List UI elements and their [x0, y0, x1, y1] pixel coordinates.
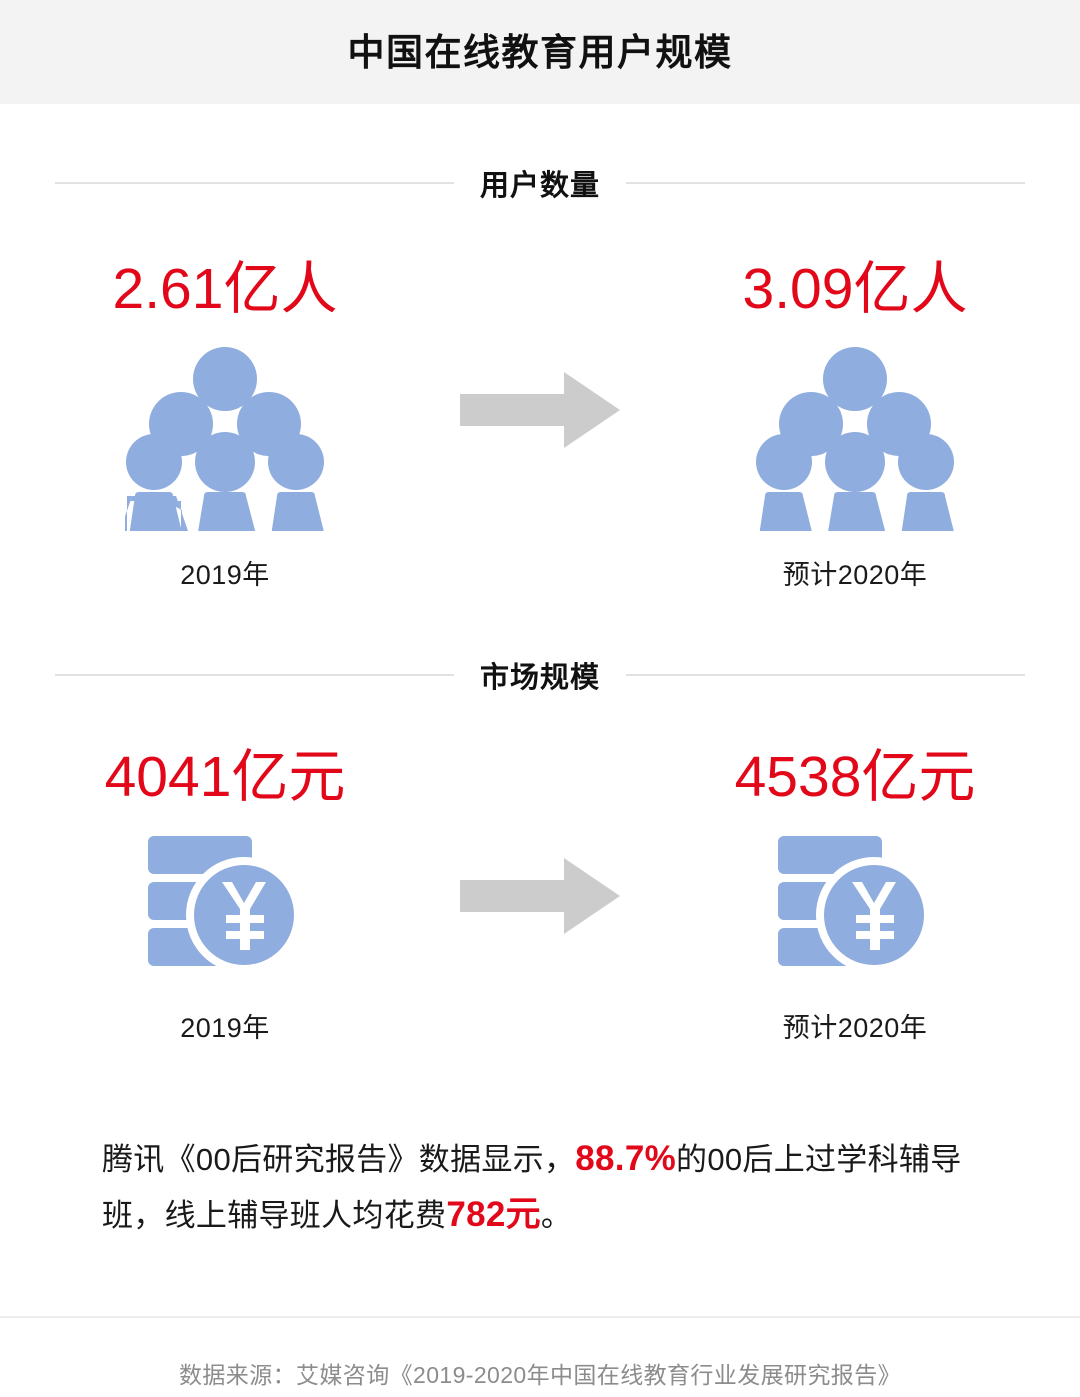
spacer-mid — [0, 592, 1080, 654]
section-rule-left — [55, 673, 454, 676]
section-label-market: 市场规模 — [480, 661, 601, 694]
header-band: 中国在线教育用户规模 — [0, 0, 1080, 104]
money-coins-yuan-icon — [148, 835, 302, 973]
people-group-icon — [756, 346, 954, 531]
section-header-users: 用户数量 — [0, 162, 1080, 204]
spacer-top — [0, 104, 1080, 162]
footer-divider — [0, 1316, 1080, 1319]
market-2019-year: 2019年 — [180, 1012, 270, 1043]
page-title: 中国在线教育用户规模 — [347, 31, 733, 73]
spacer-note — [0, 1045, 1080, 1131]
note-part-3: 。 — [540, 1198, 573, 1234]
money-coins-yuan-icon — [778, 835, 932, 973]
section-rule-left — [55, 182, 454, 184]
users-2020-year: 预计2020年 — [782, 559, 928, 590]
note-paragraph-wrap: 腾讯《00后研究报告》数据显示，88.7%的00后上过学科辅导班，线上辅导班人均… — [0, 1131, 1080, 1244]
users-2019-year: 2019年 — [180, 559, 270, 590]
note-part-2: 的00后上过学科辅导班，线上辅导班人均花费 — [102, 1141, 962, 1234]
spacer-market-top — [0, 696, 1080, 748]
data-source-text: 数据来源：艾媒咨询《2019-2020年中国在线教育行业发展研究报告》 — [179, 1362, 901, 1389]
market-2020-year: 预计2020年 — [782, 1012, 928, 1043]
note-highlight-amount: 782元 — [446, 1195, 541, 1235]
note-part-1: 腾讯《00后研究报告》数据显示， — [102, 1141, 576, 1177]
comparison-market: 4041亿元 2019年 — [0, 744, 1080, 1045]
arrow-right-icon — [460, 857, 620, 934]
note-highlight-percent: 88.7% — [575, 1138, 677, 1178]
section-rule-right — [626, 182, 1026, 184]
market-2019-value: 4041亿元 — [104, 744, 346, 809]
market-2020-value: 4538亿元 — [734, 744, 976, 809]
arrow-right-icon — [460, 372, 620, 448]
users-2020-column: 3.09亿人 预计2020年 — [640, 257, 1070, 592]
comparison-users: 2.61亿人 — [0, 257, 1080, 592]
section-label-users: 用户数量 — [480, 170, 601, 202]
spacer-footer — [0, 1244, 1080, 1316]
market-2019-column: 4041亿元 2019年 — [10, 744, 440, 1045]
users-2019-column: 2.61亿人 — [10, 257, 440, 592]
market-2020-column: 4538亿元 预计2020年 — [640, 744, 1070, 1045]
users-2020-value: 3.09亿人 — [742, 257, 968, 321]
market-arrow-cell — [440, 748, 640, 936]
note-paragraph: 腾讯《00后研究报告》数据显示，88.7%的00后上过学科辅导班，线上辅导班人均… — [102, 1131, 978, 1244]
users-arrow-cell — [440, 260, 640, 450]
footer: 数据来源：艾媒咨询《2019-2020年中国在线教育行业发展研究报告》 — [0, 1356, 1080, 1390]
section-header-market: 市场规模 — [0, 654, 1080, 696]
users-2019-value: 2.61亿人 — [112, 257, 338, 321]
spacer-users-top — [0, 204, 1080, 260]
section-rule-right — [626, 673, 1026, 676]
people-group-icon — [125, 346, 324, 531]
